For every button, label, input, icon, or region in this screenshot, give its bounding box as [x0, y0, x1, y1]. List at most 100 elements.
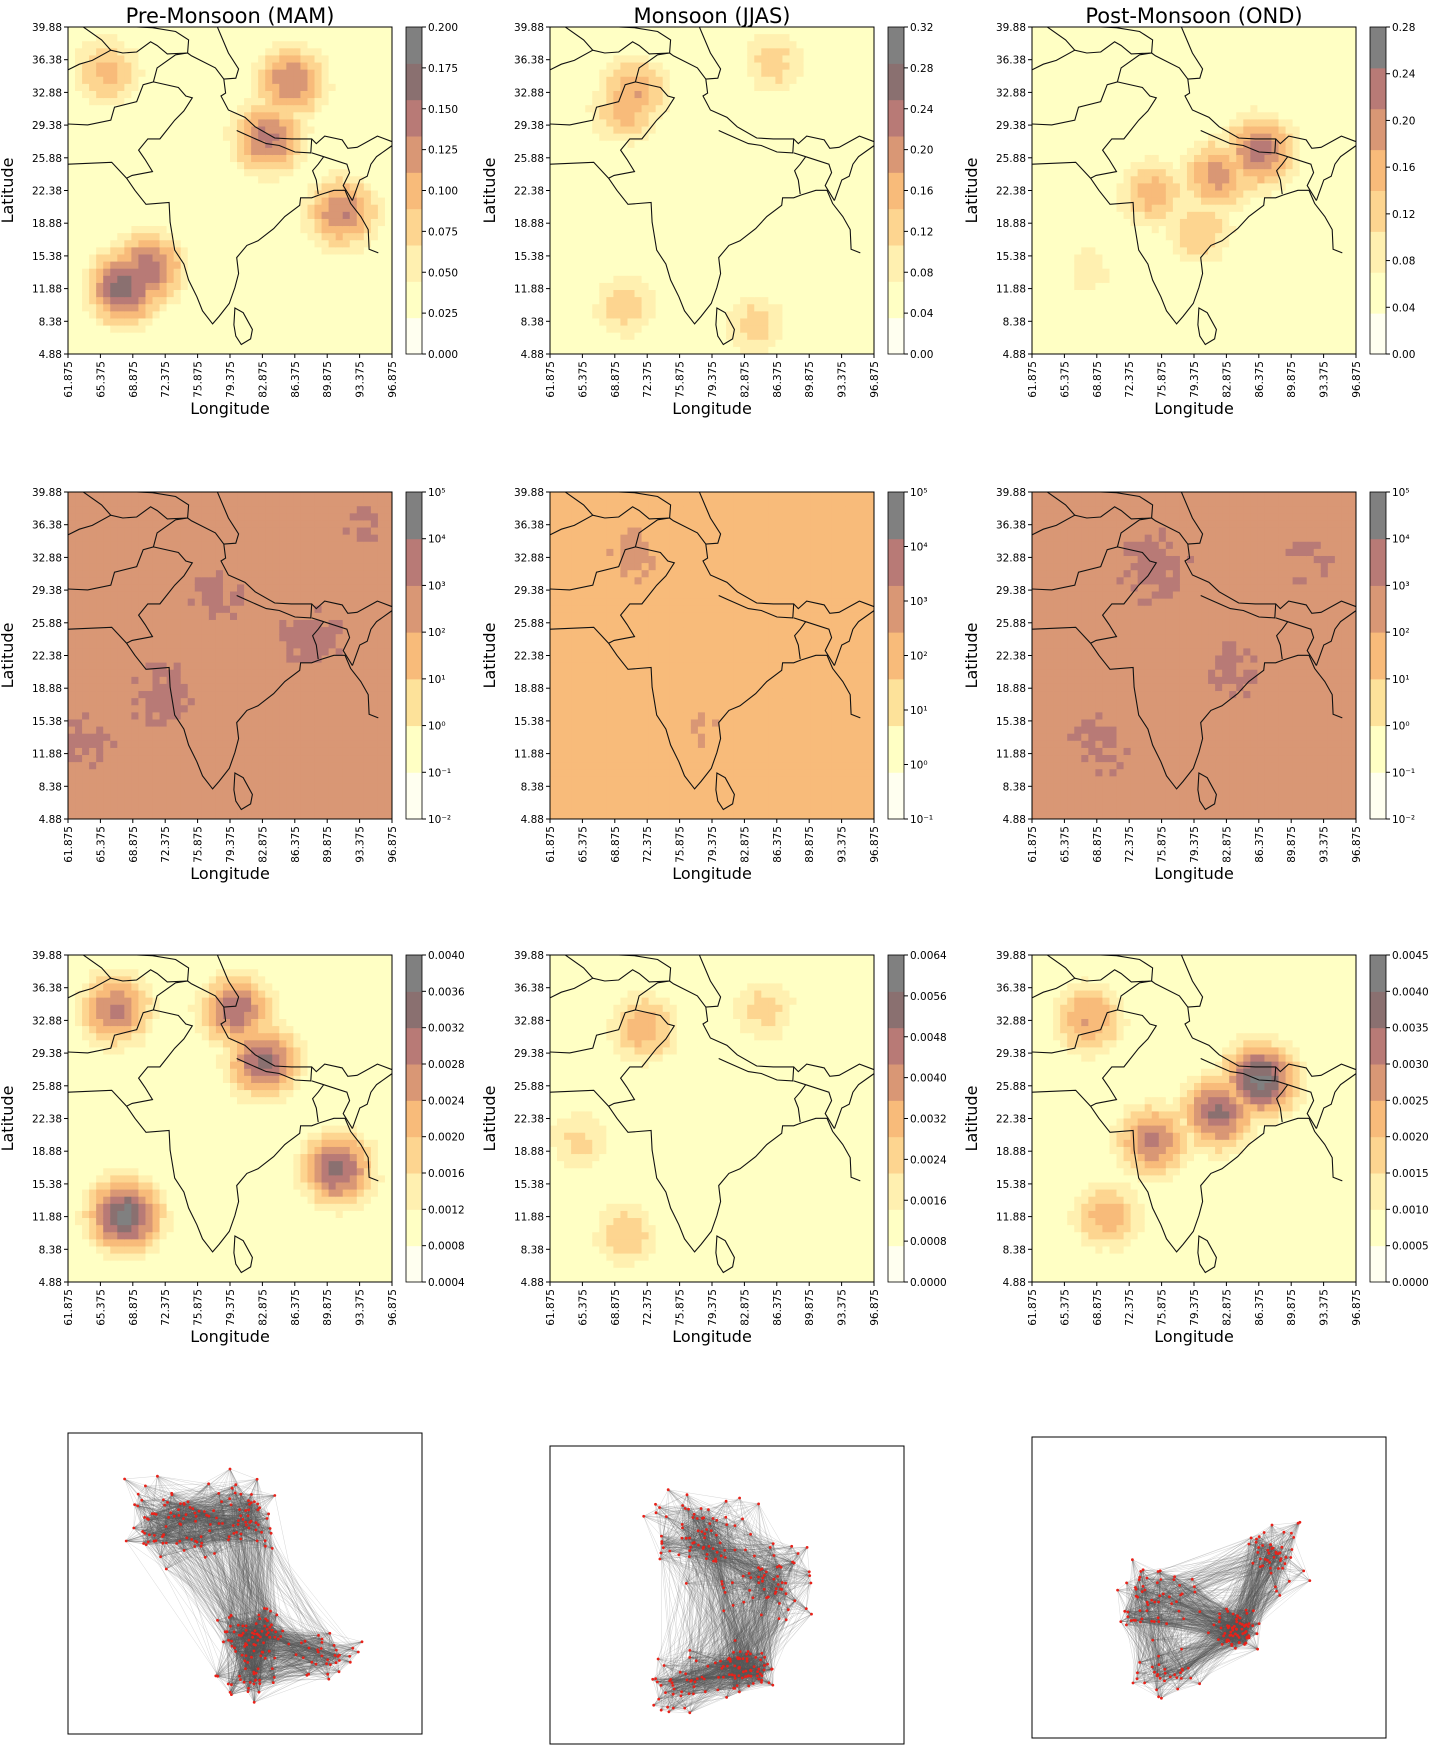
- network-node: [261, 1650, 265, 1654]
- network-node: [199, 1544, 203, 1548]
- network-node: [658, 1506, 661, 1509]
- network-node: [1235, 1620, 1239, 1624]
- network-node: [217, 1492, 221, 1495]
- network-nodes: [1116, 1520, 1312, 1700]
- network-panel-2: [1031, 1436, 1387, 1739]
- network-node: [731, 1581, 734, 1585]
- network-node: [779, 1587, 782, 1591]
- network-node: [265, 1517, 269, 1520]
- network-node: [161, 1534, 165, 1537]
- x-tick-label: 86.375: [1254, 1289, 1266, 1326]
- network-node: [671, 1706, 675, 1710]
- colorbar-tick-label: 10²: [910, 651, 928, 663]
- network-node: [256, 1508, 260, 1512]
- y-tick-label: 11.88: [32, 1212, 62, 1224]
- y-tick-label: 39.88: [32, 950, 62, 962]
- colorbar-tick-label: 10⁴: [910, 542, 928, 554]
- y-tick-label: 4.88: [521, 814, 544, 826]
- network-node: [259, 1654, 263, 1658]
- network-node: [246, 1661, 250, 1664]
- network-node: [143, 1516, 147, 1519]
- x-tick-label: 65.375: [1059, 826, 1071, 863]
- network-node: [1269, 1566, 1272, 1570]
- network-node: [213, 1552, 216, 1555]
- network-node: [776, 1575, 779, 1578]
- network-node: [684, 1536, 688, 1540]
- contour-field: [550, 27, 874, 354]
- network-node: [200, 1541, 204, 1545]
- network-node: [796, 1552, 800, 1555]
- y-tick-label: 15.38: [514, 251, 544, 263]
- network-node: [1256, 1551, 1260, 1554]
- network-node: [1151, 1638, 1155, 1642]
- network-node: [1140, 1617, 1144, 1621]
- x-tick-label: 82.875: [257, 826, 269, 863]
- network-node: [1247, 1542, 1251, 1546]
- network-node: [784, 1592, 788, 1596]
- network-node: [226, 1682, 230, 1686]
- y-tick-label: 15.38: [996, 251, 1026, 263]
- network-node: [1243, 1643, 1246, 1646]
- network-node: [273, 1635, 277, 1639]
- network-node: [1237, 1636, 1241, 1639]
- x-tick-label: 79.375: [707, 826, 719, 863]
- y-tick-label: 39.88: [514, 487, 544, 499]
- network-node: [757, 1502, 760, 1506]
- network-node: [683, 1706, 687, 1710]
- network-node: [257, 1690, 261, 1694]
- network-node: [227, 1538, 230, 1542]
- network-node: [236, 1523, 240, 1526]
- x-tick-label: 61.875: [1027, 361, 1039, 398]
- network-node: [1235, 1614, 1239, 1617]
- network-node: [132, 1526, 136, 1530]
- network-node: [1261, 1564, 1264, 1568]
- network-node: [252, 1682, 256, 1686]
- network-node: [207, 1514, 211, 1518]
- network-node: [153, 1534, 156, 1537]
- colorbar-tick-label: 0.04: [910, 308, 934, 320]
- network-node: [300, 1641, 303, 1645]
- network-node: [1259, 1557, 1262, 1561]
- network-node: [1308, 1579, 1312, 1582]
- x-tick-label: 61.875: [63, 361, 75, 398]
- network-node: [777, 1617, 781, 1620]
- x-tick-label: 68.875: [128, 826, 140, 863]
- network-node: [1155, 1581, 1159, 1585]
- network-node: [707, 1508, 710, 1512]
- x-tick-label: 82.875: [739, 826, 751, 863]
- colorbar-tick-label: 10¹: [1392, 674, 1410, 686]
- x-tick-label: 68.875: [1092, 826, 1104, 863]
- network-node: [207, 1482, 211, 1486]
- network-node: [268, 1527, 272, 1530]
- network-node: [722, 1586, 725, 1590]
- network-node: [1267, 1551, 1271, 1555]
- x-axis-label: Longitude: [672, 864, 752, 883]
- network-node: [684, 1672, 688, 1676]
- network-node: [1155, 1688, 1158, 1692]
- x-tick-label: 61.875: [63, 826, 75, 863]
- network-node: [230, 1683, 233, 1687]
- network-node: [185, 1536, 189, 1540]
- colorbar-tick-label: 0.0016: [428, 1168, 465, 1180]
- network-node: [1182, 1617, 1186, 1621]
- panel-2-1: 61.875 65.375 68.875 72.375 75.875 79.375 82.8…: [480, 950, 947, 1346]
- network-node: [230, 1486, 234, 1490]
- x-tick-label: 61.875: [1027, 826, 1039, 863]
- network-node: [259, 1635, 262, 1639]
- contour-field: [550, 492, 874, 819]
- y-axis-label: Latitude: [0, 158, 17, 224]
- network-node: [733, 1548, 737, 1552]
- y-tick-label: 25.88: [32, 1081, 62, 1093]
- network-node: [221, 1522, 224, 1525]
- colorbar-tick-label: 0.100: [428, 186, 458, 198]
- x-tick-label: 93.375: [837, 826, 849, 863]
- network-node: [1153, 1670, 1156, 1674]
- network-node: [733, 1664, 737, 1668]
- x-tick-label: 68.875: [1092, 1289, 1104, 1326]
- y-tick-label: 11.88: [32, 284, 62, 296]
- network-node: [270, 1628, 274, 1632]
- network-node: [744, 1669, 748, 1673]
- network-node: [790, 1544, 794, 1548]
- x-tick-label: 79.375: [707, 1289, 719, 1326]
- network-node: [713, 1661, 717, 1665]
